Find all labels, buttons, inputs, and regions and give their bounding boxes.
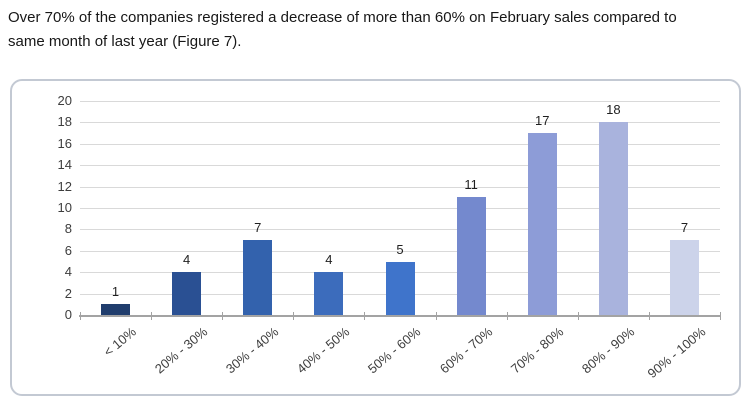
- bar-value-label: 4: [325, 252, 333, 268]
- x-tick-label: 70% - 80%: [507, 324, 566, 377]
- axis-tick: [364, 312, 366, 320]
- bar-value-label: 7: [680, 220, 689, 236]
- intro-line-1: Over 70% of the companies registered a d…: [8, 9, 677, 26]
- x-tick-label: 60% - 70%: [436, 324, 495, 377]
- gridline: [80, 101, 720, 102]
- bar-value-label: 18: [606, 102, 621, 118]
- y-tick-label: 0: [64, 307, 72, 322]
- gridline: [80, 186, 720, 188]
- gridline: [80, 229, 720, 231]
- gridline: [80, 122, 720, 124]
- bar-value-label: 4: [183, 252, 191, 268]
- bar: [314, 272, 344, 315]
- x-tick-label: < 10%: [101, 324, 140, 360]
- y-tick-label: 2: [64, 285, 72, 301]
- bar-value-label: 5: [396, 241, 404, 257]
- bar-value-label: 7: [254, 220, 262, 236]
- axis-tick: [648, 312, 650, 320]
- y-tick-label: 10: [57, 200, 72, 215]
- bar: [101, 304, 131, 315]
- y-tick-label: 12: [57, 178, 72, 194]
- axis-tick: [80, 312, 81, 320]
- bar-value-label: 17: [534, 113, 550, 129]
- y-tick-label: 18: [57, 114, 72, 130]
- y-tick-label: 20: [57, 93, 72, 108]
- x-tick-label: 50% - 60%: [365, 324, 424, 377]
- y-tick-label: 6: [64, 242, 72, 258]
- bar: [598, 122, 628, 315]
- y-tick-label: 4: [64, 264, 72, 280]
- y-tick-label: 16: [57, 135, 72, 151]
- figure-7-chart-frame: 0 2 4 6 8 10 12 14 16 18 20 1 < 10% 4 20% - 30% 7 30% - …: [10, 79, 741, 396]
- gridline: [80, 165, 720, 167]
- x-tick-label: 90% - 100%: [644, 324, 709, 382]
- bar: [385, 261, 415, 315]
- bar: [456, 197, 486, 315]
- axis-tick: [293, 312, 295, 320]
- axis-tick: [222, 312, 224, 320]
- axis-tick: [151, 312, 153, 320]
- x-axis-line: [79, 315, 721, 317]
- x-tick-label: 80% - 90%: [578, 324, 637, 377]
- y-tick-label: 14: [57, 157, 72, 173]
- bar: [669, 240, 699, 315]
- intro-paragraph: Over 70% of the companies registered a d…: [8, 6, 744, 54]
- gridline: [80, 208, 720, 209]
- y-tick-label: 8: [64, 221, 72, 237]
- intro-line-2: same month of last year (Figure 7).: [8, 33, 242, 50]
- gridline: [80, 250, 720, 252]
- axis-tick: [720, 312, 721, 320]
- axis-tick: [577, 312, 579, 320]
- bar: [172, 272, 202, 315]
- bar: [243, 240, 273, 315]
- x-tick-label: 40% - 50%: [294, 324, 353, 377]
- gridline: [80, 143, 720, 145]
- x-tick-label: 20% - 30%: [151, 324, 211, 377]
- axis-tick: [506, 312, 508, 320]
- axis-tick: [435, 312, 437, 320]
- bar-value-label: 11: [464, 177, 478, 193]
- bar-value-label: 1: [111, 284, 120, 300]
- bar: [527, 133, 557, 315]
- figure-7-bar-chart: 0 2 4 6 8 10 12 14 16 18 20 1 < 10% 4 20% - 30% 7 30% - …: [12, 81, 739, 394]
- x-tick-label: 30% - 40%: [223, 324, 282, 377]
